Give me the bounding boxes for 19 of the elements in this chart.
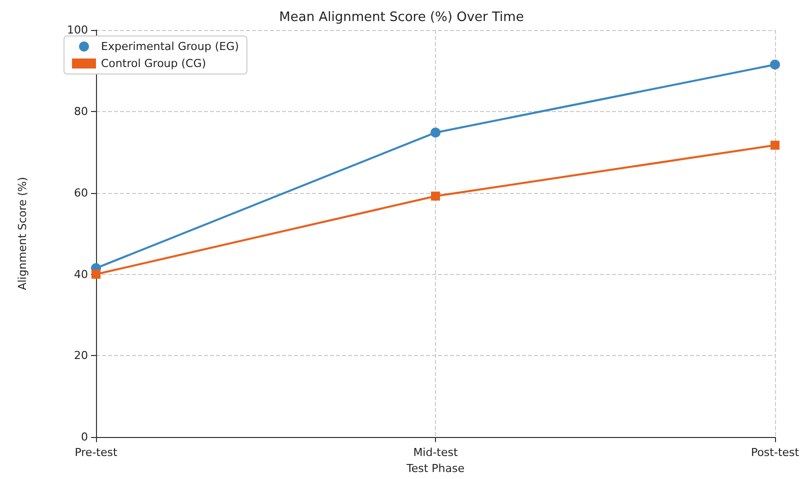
point [770,140,780,150]
x-tick-label: Post-test [750,446,800,460]
x-tick-label: Mid-test [413,446,458,460]
x-tick-label: Pre-test [74,446,118,460]
point [430,128,440,138]
legend-label: Control Group (CG) [101,57,206,70]
y-tick-label: 60 [74,186,88,200]
point [92,270,100,279]
y-tick-label: 80 [74,104,88,118]
y-tick-label: 20 [74,349,88,362]
point [431,192,440,201]
y-tick-label: 0 [81,430,88,444]
y-tick-label: 100 [67,24,88,36]
legend-label: Experimental Group (EG) [101,40,239,53]
point [770,60,780,70]
y-tick-label: 40 [74,268,88,281]
y-axis-title: Alignment Score (%) [16,176,29,290]
x-axis-title: Test Phase [405,462,465,475]
chart-title: Mean Alignment Score (%) Over Time [279,10,524,25]
